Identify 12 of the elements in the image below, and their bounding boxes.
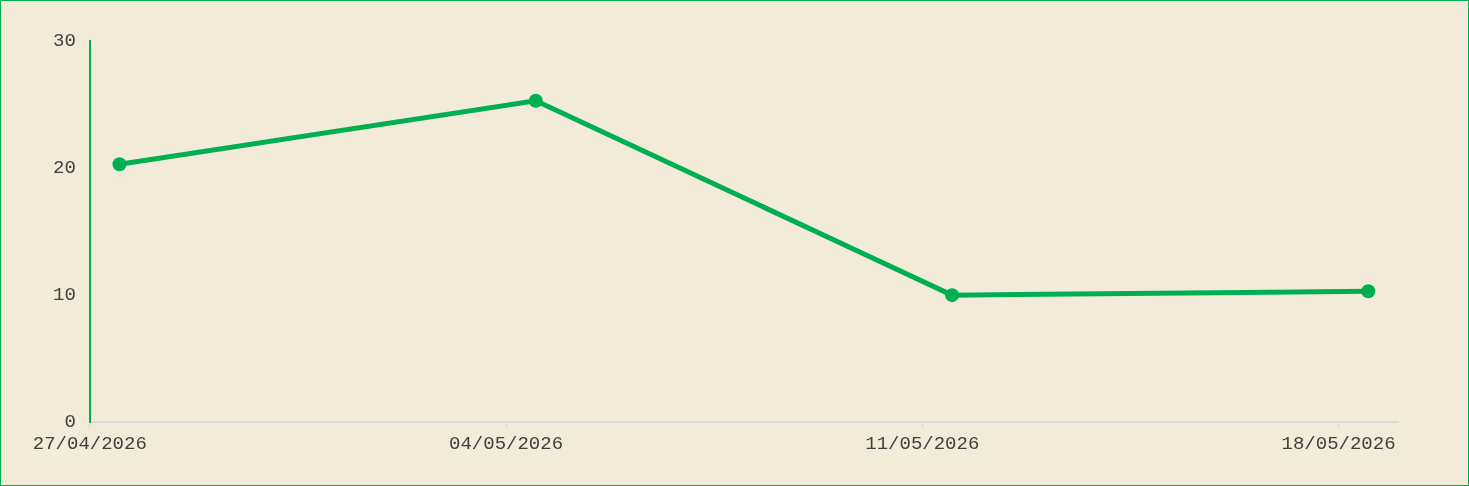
x-tick-label: 27/04/2026: [32, 432, 147, 455]
x-tick-label: 18/05/2026: [1281, 432, 1396, 455]
y-tick-label: 0: [64, 411, 76, 434]
point: [1361, 284, 1376, 299]
point: [528, 93, 543, 108]
y-tick-label: 30: [52, 30, 76, 53]
y-tick-label: 20: [52, 157, 76, 180]
y-tick-label: 10: [52, 284, 76, 307]
point: [945, 288, 960, 303]
point: [112, 157, 127, 172]
x-tick-label: 11/05/2026: [865, 432, 980, 455]
x-tick-label: 04/05/2026: [449, 432, 564, 455]
